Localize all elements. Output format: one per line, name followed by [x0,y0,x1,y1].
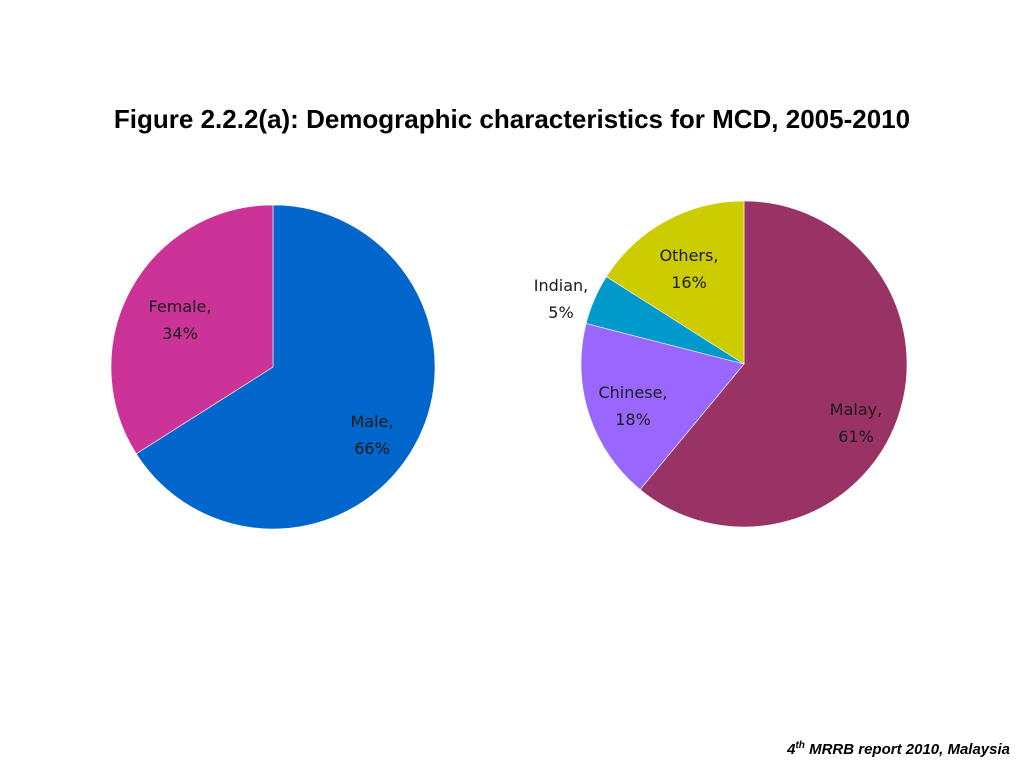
pie-slice-female [110,204,274,455]
slice-label-indian: Indian, 5% [534,276,589,322]
pie-slice-others [605,200,745,365]
source-text: MRRB report 2010, Malaysia [804,741,1010,758]
slice-label-name-indian: Indian, [534,276,589,295]
slice-label-name-male: Male, [351,412,394,431]
figure-title: Figure 2.2.2(a): Demographic characteris… [113,104,911,134]
slice-label-male: Male, 66% [351,412,394,458]
slice-label-malay: Malay, 61% [830,400,882,446]
slice-label-value-chinese: 18% [615,410,651,429]
slice-label-value-indian: 5% [548,303,573,322]
slice-label-value-malay: 61% [838,427,874,446]
slice-label-name-others: Others, [660,246,719,265]
slice-label-value-male: 66% [354,439,390,458]
source-ordinal-number: 4 [787,741,796,758]
slice-label-name-female: Female, [149,297,212,316]
slice-label-name-chinese: Chinese, [598,383,667,402]
slice-label-name-malay: Malay, [830,400,882,419]
gender-pie-chart: Male, 66% Female, 34% [110,204,436,530]
slice-label-female: Female, 34% [149,297,212,343]
source-note: 4th MRRB report 2010, Malaysia [787,740,1010,758]
pie-slice-malay [639,200,908,528]
slice-label-value-female: 34% [162,324,198,343]
slice-label-chinese: Chinese, 18% [598,383,667,429]
ethnicity-pie-chart: Malay, 61% Chinese, 18% Indian, 5% Others, 16% [534,200,908,528]
slice-label-others: Others, 16% [660,246,719,292]
pie-slice-male [135,204,436,530]
pie-slice-chinese [580,323,745,491]
source-ordinal-suffix: th [795,740,805,751]
slice-label-value-others: 16% [671,273,707,292]
